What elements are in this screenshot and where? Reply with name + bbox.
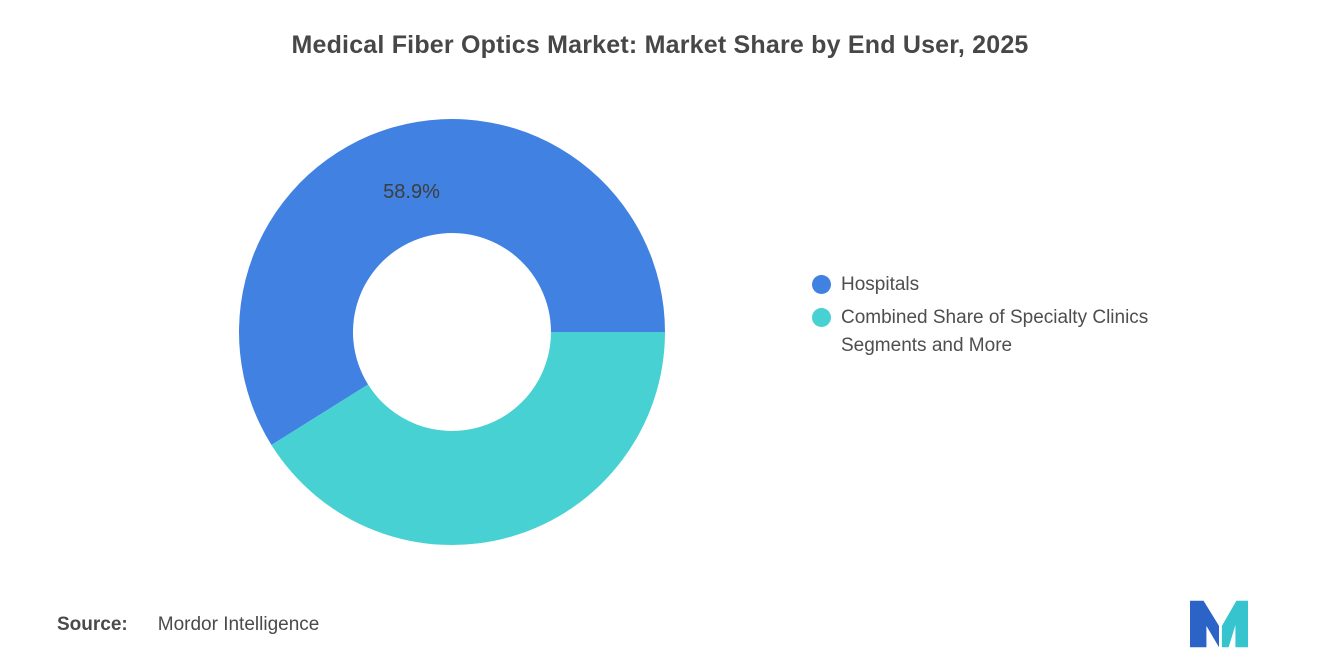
legend-label: Hospitals — [841, 274, 920, 295]
chart-title: Medical Fiber Optics Market: Market Shar… — [291, 31, 1029, 59]
logo-teal-shape — [1221, 600, 1248, 648]
legend-marker-icon — [812, 275, 831, 294]
legend-label-line2: Segments and More — [841, 335, 1013, 356]
legend-marker-icon — [812, 308, 831, 327]
donut-slice — [239, 119, 665, 445]
donut-chart: 58.9% — [239, 119, 665, 546]
legend-item-hospitals: Hospitals — [812, 271, 1148, 299]
legend-item-combined-share: Combined Share of Specialty Clinics Segm… — [812, 304, 1148, 360]
slice-data-label: 58.9% — [383, 181, 440, 203]
legend-label-line1: Combined Share of Specialty Clinics — [841, 307, 1149, 328]
source-label: Source: — [57, 614, 128, 635]
legend: Hospitals Combined Share of Specialty Cl… — [812, 271, 1148, 365]
logo-blue-shape — [1190, 600, 1219, 648]
legend-label: Combined Share of Specialty Clinics Segm… — [841, 304, 1148, 360]
mordor-intelligence-logo — [1190, 600, 1248, 648]
source-line: Source: Mordor Intelligence — [57, 614, 319, 636]
source-value: Mordor Intelligence — [157, 614, 320, 635]
donut-slice — [271, 332, 665, 546]
